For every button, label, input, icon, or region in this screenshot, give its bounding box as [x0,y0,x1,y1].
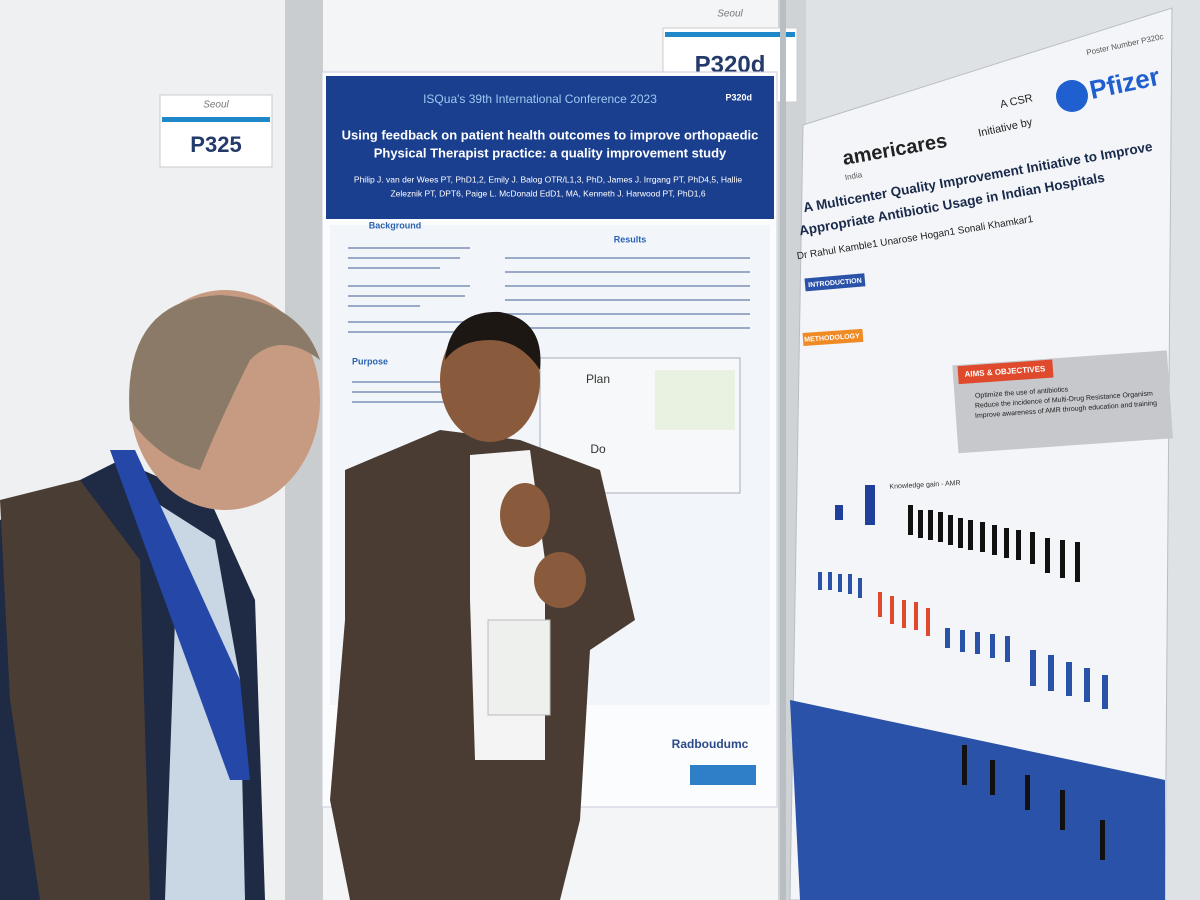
frame [780,0,786,900]
heading-tag [802,328,864,347]
poster-header [326,76,774,219]
backpack [0,480,150,900]
person-hand [500,483,550,547]
pdca-note [655,370,735,430]
section-heading: Purpose [352,356,388,366]
cycle-label: Do [590,442,606,456]
heading-tag [957,359,1054,385]
sign-bar [665,32,795,37]
section-heading: Results [614,234,647,244]
conference: ISQua's 39th International Conference 20… [423,92,657,106]
badge [487,619,551,716]
authors: Philip J. van der Wees PT, PhD1,2, Emily… [354,174,742,184]
institution: Radboudumc [672,737,749,751]
lanyard [110,450,250,780]
sign-city: Seoul [717,9,743,20]
sign-bar [162,117,270,122]
poster [789,7,1173,900]
filler-lines [348,247,750,403]
poster-title: Using feedback on patient health outcome… [342,127,759,142]
decorative-bars [818,485,1108,860]
person-hand [534,552,586,608]
chart-title: Knowledge gain - AMR [889,480,960,491]
poster-id: P320d [725,92,752,102]
person-hair [129,295,320,470]
sign-city: Seoul [203,100,229,111]
section-heading: INTRODUCTION [808,278,862,290]
heading-tag [804,273,866,292]
sign-number: P325 [190,132,241,157]
person-head [440,318,540,442]
footer-logo [690,765,756,785]
poster-title: Physical Therapist practice: a quality i… [374,145,727,160]
sponsor-logo [1056,80,1088,112]
cycle-label: Plan [586,372,610,386]
section-heading: Background [369,220,422,230]
section-heading: METHODOLOGY [804,333,860,344]
sign [159,94,273,168]
person-hair [445,311,541,370]
country: India [844,170,863,182]
poster-footer [790,700,1165,900]
authors: Zeleznik PT, DPT6, Paige L. McDonald EdD… [390,188,705,198]
